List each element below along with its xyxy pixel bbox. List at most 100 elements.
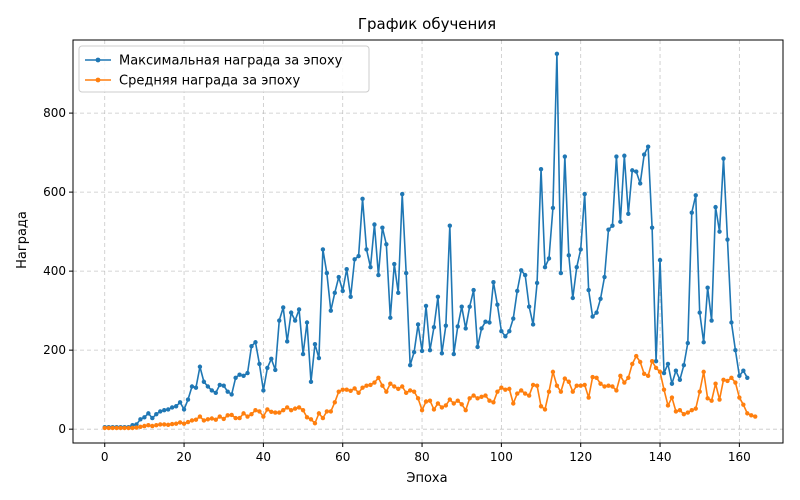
data-point (403, 390, 409, 396)
data-point (515, 288, 520, 294)
data-point (344, 266, 349, 272)
data-point (622, 380, 627, 385)
data-point (411, 349, 417, 355)
data-point (471, 287, 476, 293)
legend-label: Средняя награда за эпоху (119, 74, 300, 89)
data-point (467, 396, 472, 401)
data-point (602, 384, 607, 389)
data-point (356, 390, 361, 396)
data-point (360, 385, 365, 390)
data-point (415, 322, 421, 327)
data-point (384, 389, 389, 394)
data-point (439, 405, 445, 410)
data-point (261, 414, 266, 419)
data-point (225, 413, 230, 418)
data-point (594, 375, 599, 381)
data-point (475, 344, 480, 350)
data-point (126, 425, 131, 431)
data-point (665, 403, 671, 408)
data-point (447, 397, 453, 402)
data-point (173, 404, 179, 409)
data-point (661, 387, 667, 392)
data-point (475, 396, 480, 401)
data-point (610, 384, 615, 389)
data-point (729, 375, 734, 381)
x-tick-label: 100 (490, 450, 513, 464)
data-point (173, 421, 179, 426)
data-point (312, 421, 318, 426)
data-point (530, 322, 536, 327)
data-point (388, 381, 393, 386)
data-point (645, 144, 651, 149)
data-point (435, 294, 441, 300)
x-tick-label: 0 (101, 450, 109, 464)
series-2 (102, 353, 758, 431)
data-point (669, 395, 675, 400)
data-point (455, 398, 460, 403)
data-point (209, 388, 215, 393)
data-point (519, 268, 524, 273)
data-point (677, 377, 683, 382)
ticks: 0 20 40 60 80 100 120 140 160 0 200 400 600 800 (43, 106, 751, 464)
y-tick-label: 400 (43, 264, 66, 278)
data-point (411, 389, 417, 394)
data-point (197, 364, 203, 369)
data-point (491, 280, 496, 285)
data-point (550, 369, 556, 375)
series-layer (102, 51, 758, 431)
data-point (534, 383, 540, 388)
data-point (400, 384, 405, 389)
data-point (721, 377, 726, 382)
data-point (245, 414, 250, 419)
data-point (348, 388, 353, 394)
data-point (566, 253, 572, 258)
data-point (376, 272, 381, 278)
data-point (336, 274, 341, 280)
data-point (550, 205, 556, 211)
data-point (356, 253, 361, 259)
data-point (288, 310, 294, 315)
data-point (626, 375, 631, 381)
data-point (542, 407, 548, 412)
data-point (241, 373, 246, 379)
data-point (415, 396, 421, 401)
x-tick-label: 140 (649, 450, 672, 464)
legend-label: Максимальная награда за эпоху (119, 54, 343, 69)
legend-box (78, 45, 370, 93)
data-point (519, 388, 524, 393)
data-point (554, 51, 560, 57)
data-point (578, 247, 583, 252)
data-point (515, 391, 520, 396)
data-point (538, 404, 544, 409)
data-point (213, 390, 218, 396)
data-point (277, 318, 282, 323)
data-point (606, 227, 611, 232)
data-point (725, 237, 730, 242)
data-point (396, 290, 401, 296)
data-point (530, 382, 536, 388)
data-point (725, 378, 730, 384)
data-point (479, 326, 484, 331)
data-point (499, 385, 504, 390)
data-point (130, 425, 135, 431)
y-axis-label: Награда (15, 211, 30, 269)
data-point (162, 422, 167, 427)
data-point (158, 422, 163, 427)
data-point (455, 324, 460, 329)
data-point (634, 353, 639, 359)
data-point (721, 156, 726, 161)
data-point (641, 152, 647, 157)
data-point (681, 411, 687, 417)
data-point (360, 196, 365, 202)
data-point (622, 153, 627, 158)
data-point (388, 315, 393, 320)
data-point (602, 274, 607, 280)
data-point (316, 411, 322, 416)
data-point (281, 305, 286, 310)
data-point (134, 425, 139, 430)
data-point (511, 401, 516, 406)
data-point (138, 424, 143, 429)
x-tick-label: 20 (176, 450, 191, 464)
data-point (233, 415, 238, 421)
data-point (189, 418, 195, 423)
